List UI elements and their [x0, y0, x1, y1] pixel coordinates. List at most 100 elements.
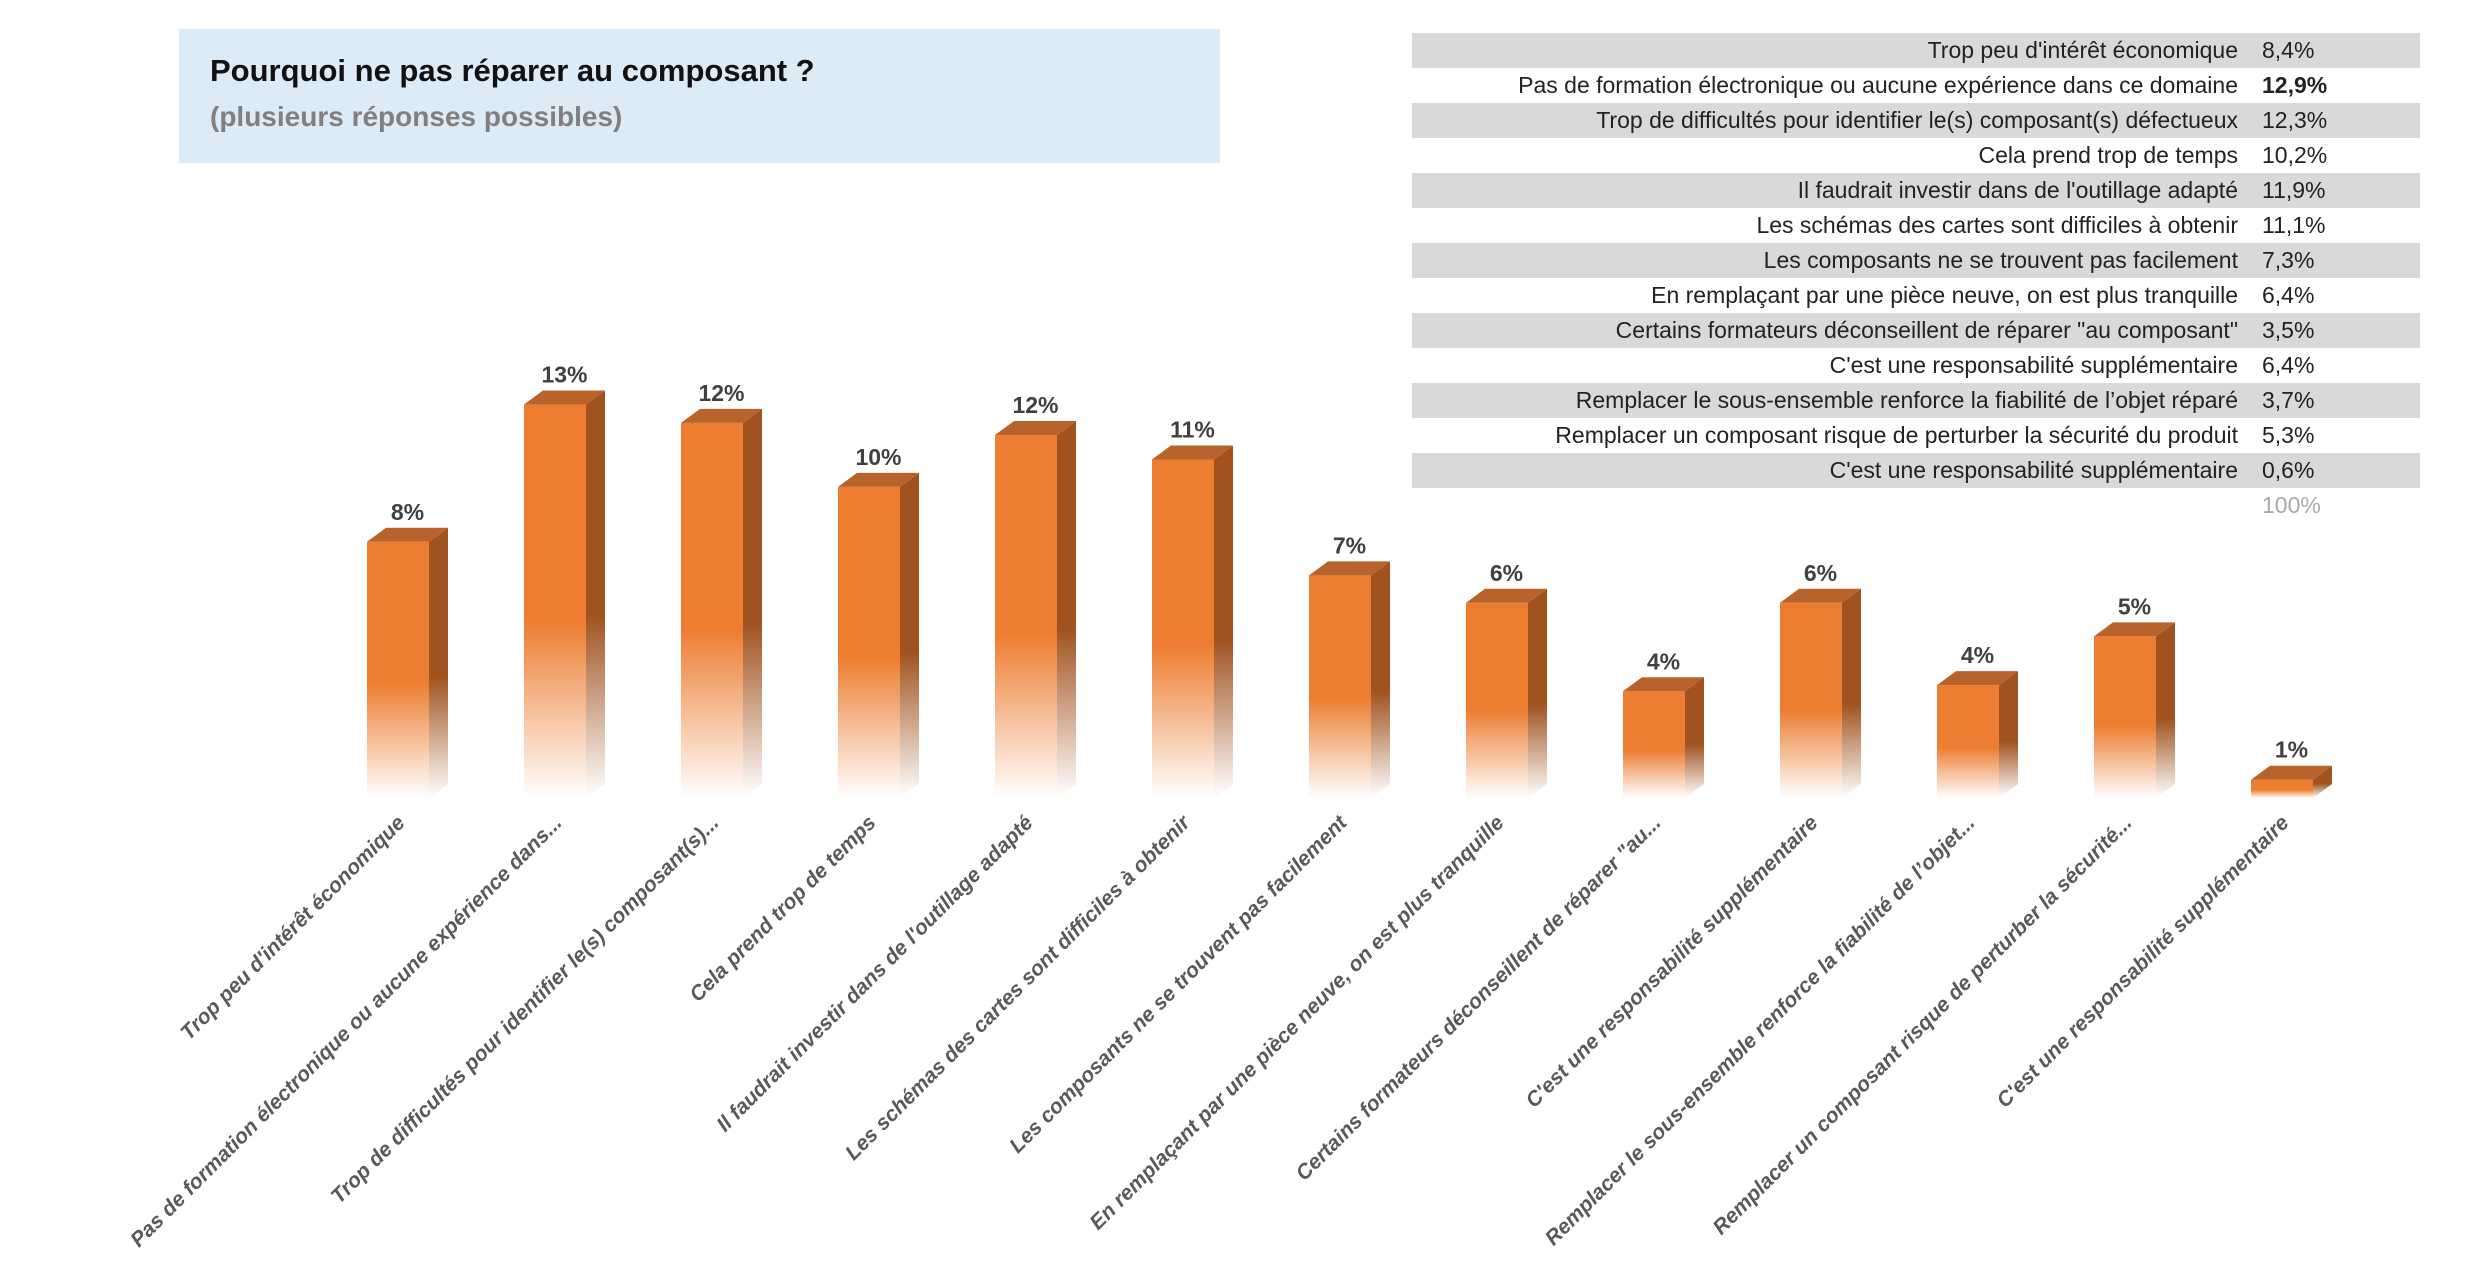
row-label: C'est une responsabilité supplémentaire [1829, 352, 2238, 378]
row-label: Remplacer le sous-ensemble renforce la f… [1575, 387, 2238, 413]
table-row: Certains formateurs déconseillent de rép… [1412, 313, 2420, 348]
row-value: 6,4% [2262, 282, 2315, 308]
table-row: Les schémas des cartes sont difficiles à… [1412, 208, 2420, 243]
row-value: 12,3% [2262, 107, 2328, 133]
bar-top [1309, 561, 1390, 576]
bar [1466, 602, 1528, 798]
table-row: Les composants ne se trouvent pas facile… [1412, 243, 2420, 278]
category-label: C'est une responsabilité supplémentaire [1521, 811, 1822, 1112]
bar-top [1780, 588, 1861, 603]
table-row: Il faudrait investir dans de l'outillage… [1412, 173, 2420, 208]
bar-top [1466, 588, 1547, 603]
row-value: 5,3% [2262, 422, 2315, 448]
row-value: 8,4% [2262, 37, 2315, 63]
table-row: En remplaçant par une pièce neuve, on es… [1412, 278, 2420, 313]
row-label: Les schémas des cartes sont difficiles à… [1756, 212, 2238, 238]
bar-side [429, 527, 448, 798]
category-label: Certains formateurs déconseillent de rép… [1291, 811, 1665, 1185]
bar-top [1152, 445, 1233, 460]
data-label: 5% [2118, 593, 2151, 619]
bar-side [2156, 622, 2175, 798]
bar-side [1842, 588, 1861, 798]
category-label: Les composants ne se trouvent pas facile… [1005, 811, 1352, 1158]
table-row: Remplacer un composant risque de perturb… [1412, 418, 2420, 453]
bar [995, 435, 1057, 798]
data-label: 8% [391, 499, 424, 525]
chart-subtitle: (plusieurs réponses possibles) [210, 101, 623, 132]
data-label: 4% [1647, 648, 1680, 674]
bar-side [1999, 671, 2018, 798]
bar-top [2251, 765, 2332, 780]
bar [838, 486, 900, 798]
category-label: Il faudrait investir dans de l'outillage… [712, 811, 1037, 1136]
bar [681, 422, 743, 798]
row-label: En remplaçant par une pièce neuve, on es… [1651, 282, 2238, 308]
chart-title: Pourquoi ne pas réparer au composant ? [210, 53, 815, 88]
bar [2094, 636, 2156, 798]
bar-top [367, 527, 448, 542]
data-label: 6% [1490, 560, 1523, 586]
row-value: 10,2% [2262, 142, 2328, 168]
data-label: 4% [1961, 642, 1994, 668]
row-label: Trop de difficultés pour identifier le(s… [1596, 107, 2238, 133]
bar-side [1214, 445, 1233, 798]
table-row: Remplacer le sous-ensemble renforce la f… [1412, 383, 2420, 418]
table-row: Trop de difficultés pour identifier le(s… [1412, 103, 2420, 138]
bar [524, 404, 586, 798]
table-row: C'est une responsabilité supplémentaire 0… [1412, 453, 2420, 488]
row-value: 6,4% [2262, 352, 2315, 378]
data-label: 12% [698, 380, 744, 406]
bar [1623, 691, 1685, 798]
bar [1780, 602, 1842, 798]
row-label: Trop peu d'intérêt économique [1927, 37, 2238, 63]
table-total: 100% [2262, 492, 2321, 518]
bar-top [524, 390, 605, 405]
row-label: Il faudrait investir dans de l'outillage… [1797, 177, 2238, 203]
data-label: 10% [855, 444, 901, 470]
row-value: 3,5% [2262, 317, 2315, 343]
bar-side [1371, 561, 1390, 798]
bar-side [743, 408, 762, 798]
bar [1937, 685, 1999, 798]
data-label: 7% [1333, 532, 1366, 558]
bar-top [1623, 677, 1704, 692]
data-label: 6% [1804, 560, 1837, 586]
data-label: 13% [541, 362, 587, 388]
table-row: Trop peu d'intérêt économique 8,4% [1412, 33, 2420, 68]
bar-side [900, 472, 919, 798]
category-label: Trop de difficultés pour identifier le(s… [327, 811, 724, 1208]
row-value: 3,7% [2262, 387, 2315, 413]
table-row: Pas de formation électronique ou aucune … [1412, 68, 2420, 103]
bar-top [681, 408, 762, 423]
table-row: C'est une responsabilité supplémentaire 6… [1412, 348, 2420, 383]
category-label: Les schémas des cartes sont difficiles à… [841, 810, 1196, 1165]
row-value: 11,9% [2262, 177, 2326, 203]
table-row: Cela prend trop de temps 10,2% [1412, 138, 2420, 173]
bar-side [1685, 677, 1704, 798]
row-label: Pas de formation électronique ou aucune … [1518, 72, 2238, 98]
bar-side [1057, 421, 1076, 798]
bar [367, 541, 429, 798]
bar-side [2313, 765, 2332, 798]
bar [1309, 575, 1371, 798]
data-table: Trop peu d'intérêt économique 8,4% Pas de … [1412, 33, 2420, 488]
bar-top [995, 421, 1076, 436]
row-value: 0,6% [2262, 457, 2315, 483]
bar [1152, 459, 1214, 798]
row-label: Remplacer un composant risque de perturb… [1555, 422, 2238, 448]
title-box: Pourquoi ne pas réparer au composant ? (… [179, 29, 1220, 163]
row-value: 7,3% [2262, 247, 2315, 273]
bar-side [1528, 588, 1547, 798]
bar-top [1937, 671, 2018, 686]
row-value: 12,9% [2262, 72, 2328, 98]
data-label: 1% [2275, 737, 2308, 763]
data-label: 12% [1012, 392, 1058, 418]
bar-side [586, 390, 605, 798]
bar-top [838, 472, 919, 487]
category-label: C'est une responsabilité supplémentaire [1992, 811, 2293, 1112]
bar [2251, 779, 2313, 798]
bar-top [2094, 622, 2175, 637]
row-value: 11,1% [2262, 212, 2326, 238]
data-label: 11% [1170, 416, 1215, 442]
